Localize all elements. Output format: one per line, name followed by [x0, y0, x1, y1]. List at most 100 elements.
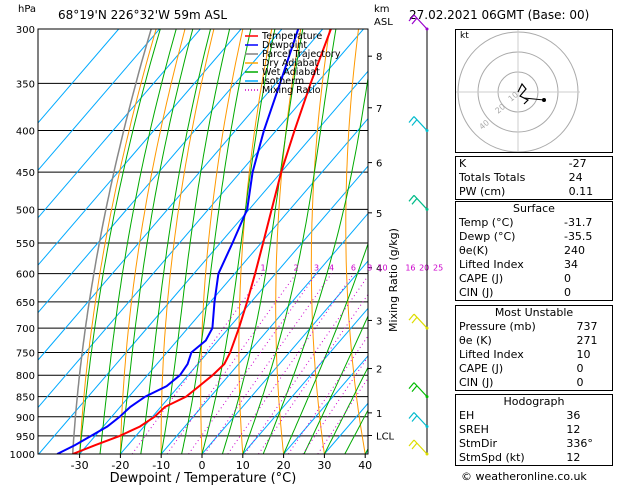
storm-motion-marker [542, 98, 546, 102]
s-temp-label: Temp (°C) [459, 216, 514, 229]
km-tick-label: 8 [376, 52, 382, 63]
dry-adiabat-line [345, 29, 366, 454]
dry-adiabat-line [200, 29, 244, 454]
wind-barb [408, 412, 429, 428]
km-label: km [374, 4, 390, 15]
mixing-ratio-label: 20 [419, 264, 429, 273]
pressure-tick-label: 350 [16, 79, 35, 90]
eh-value: 36 [566, 409, 581, 422]
isotherm-line [79, 117, 368, 454]
dry-adiabat-line [238, 29, 273, 454]
isotherm-line [283, 355, 368, 454]
isotherm-line [38, 29, 120, 124]
x-tick-label: 20 [277, 459, 291, 472]
tt-label: Totals Totals [459, 171, 526, 184]
dry-adiabat-line [310, 29, 331, 454]
km-tick-label: 2 [376, 365, 382, 376]
k-value: -27 [568, 157, 587, 170]
legend-entry: Wet Adiabat [262, 67, 320, 78]
wet-adiabat-line [79, 29, 161, 454]
storm-motion-vector [523, 97, 545, 101]
hodograph-panel: kt 10 20 40 [455, 29, 613, 153]
sreh-label: SREH [459, 423, 489, 436]
surface-title: Surface [513, 202, 555, 215]
x-axis-label: Dewpoint / Temperature (°C) [110, 471, 297, 486]
wind-barb [408, 116, 429, 133]
wind-barb [408, 439, 429, 456]
isotherm-line [38, 29, 364, 409]
pressure-tick-label: 300 [16, 25, 35, 36]
dry-adiabat-line [619, 29, 629, 454]
wet-adiabat-line [242, 29, 337, 454]
wet-adiabat-line [283, 242, 368, 454]
mu-cin-label: CIN (J) [459, 376, 494, 389]
hodograph-ring-label: 20 [494, 102, 508, 115]
temperature-line [72, 29, 332, 454]
s-li-label: Lifted Index [459, 258, 524, 271]
pressure-tick-label: 1000 [10, 450, 35, 461]
mixing-ratio-line [166, 273, 297, 454]
wind-barb [408, 313, 429, 330]
mixing-ratio-label: 16 [405, 264, 415, 273]
pressure-tick-label: 700 [16, 324, 35, 335]
pressure-tick-label: 800 [16, 371, 35, 382]
mixing-ratio-label: 3 [314, 264, 319, 273]
wet-adiabat-line [181, 29, 252, 454]
dry-adiabat-line [79, 29, 157, 454]
isotherm-line [160, 212, 368, 454]
pressure-tick-label: 650 [16, 298, 35, 309]
isotherm-line [201, 260, 368, 454]
mu-cape-label: CAPE (J) [459, 362, 504, 375]
parcel-trajectory-line [71, 29, 152, 454]
mixing-ratio-line [204, 273, 332, 454]
legend-entry: Dewpoint [262, 40, 307, 51]
stmdir-value: 336° [566, 437, 593, 450]
mixing-ratio-line [302, 355, 368, 454]
wind-barb [408, 14, 429, 31]
wet-adiabat-line [99, 29, 177, 454]
pressure-tick-label: 600 [16, 270, 35, 281]
stmdir-label: StmDir [459, 437, 498, 450]
pressure-tick-label: 400 [16, 127, 35, 138]
dewpoint-line [56, 29, 300, 454]
mu-theta-value: 271 [576, 334, 598, 347]
pressure-tick-label: 550 [16, 239, 35, 250]
legend-entry: Isotherm [262, 76, 304, 87]
indices-panel: K -27 Totals Totals 24 PW (cm) 0.11 [455, 156, 613, 200]
pressure-tick-label: 900 [16, 413, 35, 424]
wet-adiabat-line [160, 29, 231, 454]
x-tick-label: -10 [152, 459, 170, 472]
x-tick-label: 10 [236, 459, 250, 472]
pressure-tick-label: 450 [16, 168, 35, 179]
station-info: 68°19'N 226°32'W 59m ASL [58, 8, 228, 22]
hpa-label: hPa [18, 4, 37, 15]
s-temp-value: -31.7 [563, 216, 593, 229]
pressure-tick-label: 950 [16, 432, 35, 443]
km-tick-label: 7 [376, 104, 382, 115]
isotherm-line [120, 165, 368, 454]
isotherm-line [38, 29, 201, 219]
pressure-tick-label: 500 [16, 205, 35, 216]
wind-barb [408, 194, 429, 211]
pressure-tick-label: 850 [16, 393, 35, 404]
mixing-ratio-line [188, 273, 317, 454]
most-unstable-panel: Most Unstable Pressure (mb) 737 θe (K) 271… [455, 305, 613, 391]
copyright: © weatheronline.co.uk [461, 470, 587, 483]
wind-barb [408, 382, 429, 399]
mu-li-label: Lifted Index [459, 348, 524, 361]
s-theta-label: θe(K) [459, 244, 489, 257]
hodograph-trace [517, 82, 530, 105]
pw-value: 0.11 [568, 185, 594, 198]
mixing-ratio-label: 2 [294, 264, 299, 273]
legend-entry: Temperature [261, 31, 322, 42]
asl-label: ASL [374, 17, 393, 28]
km-tick-label: 6 [376, 159, 382, 170]
legend-entry: Parcel Trajectory [262, 49, 341, 60]
mu-cape-value: 0 [576, 362, 584, 375]
mu-li-value: 10 [576, 348, 591, 361]
km-tick-label: 1 [376, 409, 382, 420]
hodograph-unit: kt [460, 31, 469, 41]
s-li-value: 34 [563, 258, 578, 271]
s-dewp-label: Dewp (°C) [459, 230, 516, 243]
